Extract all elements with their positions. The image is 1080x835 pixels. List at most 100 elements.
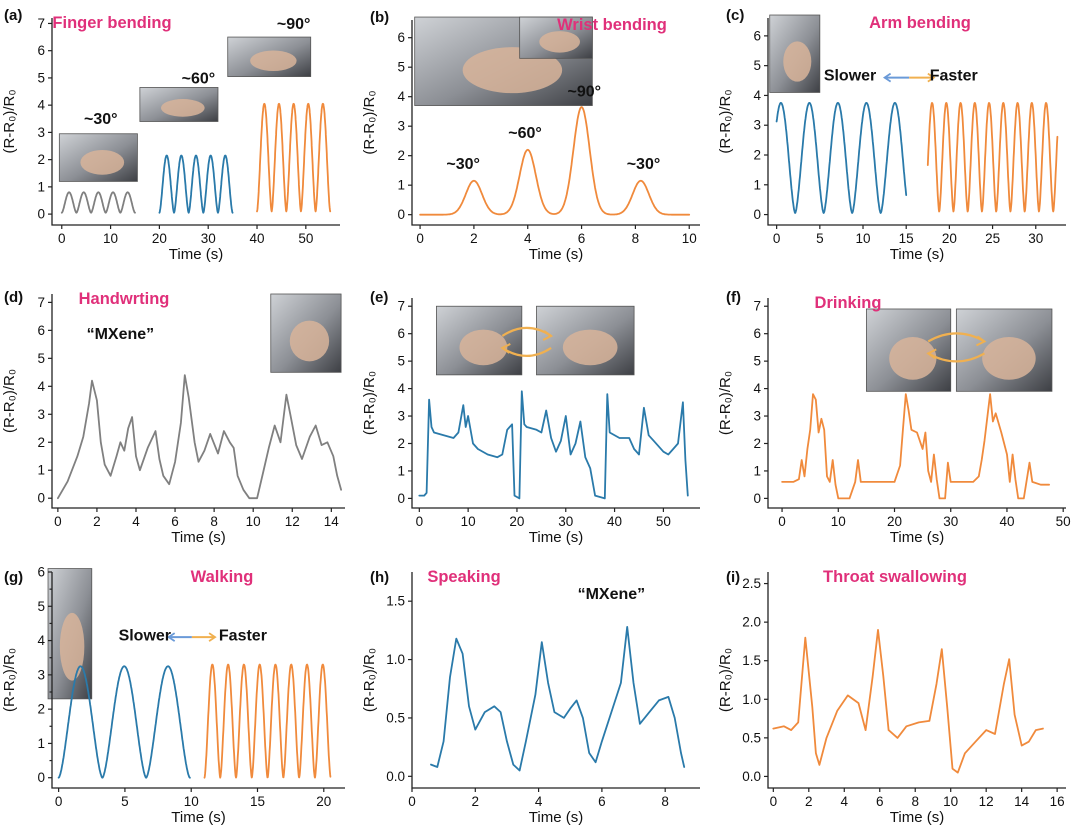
series-line-blue [57, 665, 191, 779]
x-tick-label: 50 [656, 514, 671, 529]
arrowhead [208, 632, 217, 642]
x-tick-label: 20 [509, 514, 524, 529]
y-tick-label: 0 [37, 770, 45, 785]
y-axis-title: (R-R₀)/R₀ [717, 648, 734, 712]
x-tick-label: 0 [416, 231, 424, 246]
y-tick-label: 5 [37, 70, 45, 85]
y-tick-label: 0 [397, 207, 405, 222]
y-axis-title: (R-R₀)/R₀ [361, 371, 378, 435]
panel-label: (a) [4, 7, 22, 24]
photo-finger-30 [58, 133, 138, 182]
y-tick-label: 5 [753, 354, 761, 369]
annotation-label: Faster [930, 68, 978, 85]
x-tick-label: 40 [607, 514, 622, 529]
x-tick-label: 20 [887, 514, 902, 529]
x-tick-label: 6 [578, 231, 586, 246]
x-tick-label: 8 [911, 794, 919, 809]
x-tick-label: 4 [841, 794, 849, 809]
x-tick-label: 0 [58, 231, 66, 246]
y-tick-label: 0.0 [386, 769, 405, 784]
x-tick-label: 4 [524, 231, 532, 246]
x-tick-label: 10 [682, 231, 697, 246]
panel-title: Throat swallowing [823, 568, 967, 586]
x-tick-label: 20 [942, 231, 957, 246]
panel-title: Arm bending [869, 14, 971, 32]
y-tick-label: 5 [397, 60, 405, 75]
annotation-label: Faster [219, 628, 267, 645]
series-line-gray [57, 374, 342, 500]
y-tick-label: 2 [37, 435, 45, 450]
arrowhead [167, 632, 176, 642]
annotation-label: ~30° [84, 111, 118, 128]
y-tick-label: 4 [397, 89, 405, 104]
x-tick-label: 30 [1028, 231, 1043, 246]
y-tick-label: 7 [37, 16, 45, 31]
x-tick-label: 25 [985, 231, 1000, 246]
y-tick-label: 5 [753, 58, 761, 73]
annotation-label: “MXene” [87, 326, 155, 343]
x-axis-title: Time (s) [529, 246, 583, 263]
y-tick-label: 4 [397, 381, 405, 396]
photo-handwriting [270, 293, 342, 373]
x-tick-label: 10 [246, 514, 261, 529]
x-tick-label: 30 [943, 514, 958, 529]
panel-f: 0 10 20 30 40 50 0 1 2 3 4 5 6 7 Time (s) (R-R₀)/R₀ Drin… [717, 289, 1071, 546]
y-tick-label: 6 [37, 565, 45, 580]
x-axis-title: Time (s) [171, 809, 225, 826]
x-tick-label: 40 [999, 514, 1014, 529]
x-tick-label: 0 [416, 514, 424, 529]
y-tick-label: 0 [37, 207, 45, 222]
arrowhead [542, 330, 554, 341]
annotation-label: ~90° [567, 84, 601, 101]
y-tick-label: 2 [397, 148, 405, 163]
x-tick-label: 40 [250, 231, 265, 246]
x-tick-label: 10 [184, 794, 199, 809]
y-tick-label: 1.0 [386, 652, 405, 667]
panel-label: (i) [726, 569, 740, 586]
y-tick-label: 0.0 [742, 769, 761, 784]
axis-frame [411, 572, 700, 789]
photo-wrist-bent [519, 16, 593, 59]
panel-label: (f) [726, 289, 741, 306]
panel-label: (h) [370, 569, 389, 586]
x-tick-label: 6 [876, 794, 884, 809]
x-tick-label: 12 [979, 794, 994, 809]
y-tick-label: 6 [753, 326, 761, 341]
y-tick-label: 4 [753, 88, 761, 103]
y-tick-label: 1 [37, 179, 45, 194]
annotation-label: ~30° [627, 156, 661, 173]
y-axis-title: (R-R₀)/R₀ [1, 648, 18, 712]
y-tick-label: 3 [753, 118, 761, 133]
y-tick-label: 3 [397, 119, 405, 134]
panel-label: (g) [4, 569, 23, 586]
panel-e: 0 10 20 30 40 50 0 1 2 3 4 5 6 7 Time (s) (R-R₀)/R₀ (e) [361, 289, 700, 546]
x-tick-label: 0 [408, 794, 416, 809]
annotation-label: “MXene” [578, 586, 646, 603]
panel-title: Handwrting [79, 290, 170, 308]
panel-title: Wrist bending [557, 16, 667, 34]
x-tick-label: 20 [316, 794, 331, 809]
x-tick-label: 50 [1056, 514, 1071, 529]
y-tick-label: 4 [753, 381, 761, 396]
y-tick-label: 7 [753, 299, 761, 314]
x-tick-label: 0 [773, 231, 781, 246]
axis-frame [51, 294, 345, 509]
panel-g: 0 5 10 15 20 0 1 2 3 4 5 6 Time (s) (R-R₀)/R₀ Slower Fa… [1, 565, 345, 826]
y-tick-label: 5 [397, 354, 405, 369]
y-axis-title: (R-R₀)/R₀ [1, 89, 18, 153]
x-tick-label: 2 [805, 794, 813, 809]
x-tick-label: 0 [770, 794, 778, 809]
y-tick-label: 2 [397, 436, 405, 451]
series-line-blue [430, 626, 686, 772]
x-tick-label: 15 [899, 231, 914, 246]
y-tick-label: 3 [37, 125, 45, 140]
series-line-orange [926, 102, 1059, 213]
y-tick-label: 1.0 [742, 692, 761, 707]
y-axis-title: (R-R₀)/R₀ [361, 90, 378, 154]
x-tick-label: 5 [816, 231, 824, 246]
photo-finger-60 [139, 87, 219, 122]
axis-frame [51, 18, 340, 226]
y-tick-label: 4 [37, 379, 45, 394]
y-tick-label: 0.5 [386, 710, 405, 725]
arrowhead [882, 72, 892, 83]
